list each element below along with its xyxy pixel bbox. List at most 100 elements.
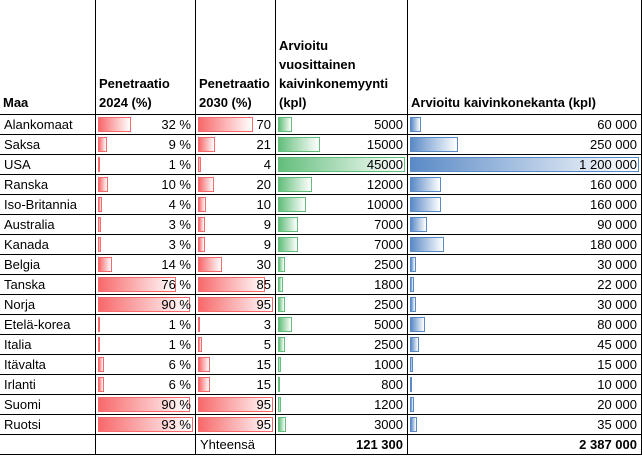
cell-value: 1 % <box>168 337 191 352</box>
data-bar <box>98 237 102 252</box>
cell-value: 45000 <box>366 157 403 172</box>
table-cell: 90 % <box>96 395 196 415</box>
column-header: Penetraatio 2030 (%) <box>196 0 276 115</box>
cell-value: 5000 <box>374 117 403 132</box>
data-bar <box>278 297 286 312</box>
data-bar <box>278 397 282 412</box>
cell-value: 30 000 <box>597 257 637 272</box>
data-bar <box>198 177 214 192</box>
table-cell: 250 000 <box>408 135 642 155</box>
table-cell: 35 000 <box>408 415 642 435</box>
data-bar <box>198 237 206 252</box>
cell-value: 30 000 <box>597 297 637 312</box>
table-cell: 22 000 <box>408 275 642 295</box>
cell-value: 90 % <box>161 397 191 412</box>
cell-value: 3 <box>263 317 271 332</box>
table-cell: 7000 <box>276 235 408 255</box>
data-bar <box>98 197 103 212</box>
table-cell: 21 <box>196 135 276 155</box>
country-name: Iso-Britannia <box>4 197 77 212</box>
data-bar <box>410 277 415 292</box>
data-bar <box>410 237 445 252</box>
table-cell: 76 % <box>96 275 196 295</box>
cell-value: 7000 <box>374 237 403 252</box>
data-bar <box>98 337 100 352</box>
data-bar <box>98 137 108 152</box>
country-name: Kanada <box>4 237 49 252</box>
data-bar <box>278 137 321 152</box>
cell-value: 14 % <box>161 257 191 272</box>
data-bar <box>410 157 639 172</box>
table-cell: 6 % <box>96 355 196 375</box>
country-name: USA <box>4 157 31 172</box>
table-cell: Iso-Britannia <box>0 195 96 215</box>
table-cell: 30 000 <box>408 255 642 275</box>
table-cell: 70 <box>196 115 276 135</box>
cell-value: 180 000 <box>590 237 637 252</box>
table-cell: Saksa <box>0 135 96 155</box>
cell-value: 10 % <box>161 177 191 192</box>
data-bar <box>410 137 458 152</box>
table-cell: 10 000 <box>408 375 642 395</box>
cell-value: 5000 <box>374 317 403 332</box>
table-cell: 5 <box>196 335 276 355</box>
total-cell: Yhteensä <box>196 435 276 455</box>
cell-value: 20 000 <box>597 397 637 412</box>
cell-value: 60 000 <box>597 117 637 132</box>
data-bar <box>198 417 273 432</box>
cell-value: 9 % <box>168 137 191 152</box>
cell-value: 6 % <box>168 357 191 372</box>
cell-value: 32 % <box>161 117 191 132</box>
cell-value: 90 % <box>161 297 191 312</box>
table-cell: 32 % <box>96 115 196 135</box>
table-cell: 10000 <box>276 195 408 215</box>
table-cell: 4 % <box>96 195 196 215</box>
table-cell: Ruotsi <box>0 415 96 435</box>
cell-value: 1800 <box>374 277 403 292</box>
cell-value: 95 <box>256 397 271 412</box>
table-cell: 1 % <box>96 335 196 355</box>
column-header: Maa <box>0 0 96 115</box>
data-bar <box>410 317 426 332</box>
table-cell: 3 <box>196 315 276 335</box>
total-cell <box>0 435 96 455</box>
cell-value: 21 <box>256 137 271 152</box>
table-cell: 14 % <box>96 255 196 275</box>
country-name: Suomi <box>4 397 41 412</box>
cell-value: 2500 <box>374 257 403 272</box>
cell-value: 2500 <box>374 297 403 312</box>
data-bar <box>278 117 293 132</box>
table-cell: Suomi <box>0 395 96 415</box>
data-bar <box>278 177 312 192</box>
cell-value: 76 % <box>161 277 191 292</box>
cell-value: 1000 <box>374 357 403 372</box>
table-cell: Tanska <box>0 275 96 295</box>
table-cell: 3 % <box>96 215 196 235</box>
country-name: Ruotsi <box>4 417 41 432</box>
data-bar <box>410 377 412 392</box>
data-bar <box>278 257 286 272</box>
data-bar <box>278 377 281 392</box>
cell-value: 80 000 <box>597 317 637 332</box>
data-bar <box>198 137 215 152</box>
country-name: Etelä-korea <box>4 317 71 332</box>
cell-value: 85 <box>256 277 271 292</box>
table-cell: 6 % <box>96 375 196 395</box>
table-cell: 30 000 <box>408 295 642 315</box>
table-cell: 20 000 <box>408 395 642 415</box>
cell-value: 95 <box>256 417 271 432</box>
table-cell: 90 % <box>96 295 196 315</box>
cell-value: 95 <box>256 297 271 312</box>
cell-value: 5 <box>263 337 271 352</box>
table-cell: 9 % <box>96 135 196 155</box>
table-cell: 1000 <box>276 355 408 375</box>
data-bar <box>410 397 414 412</box>
data-bar <box>278 417 287 432</box>
table-cell: 10 % <box>96 175 196 195</box>
data-bar <box>98 157 100 172</box>
table-cell: 80 000 <box>408 315 642 335</box>
table-cell: 9 <box>196 235 276 255</box>
cell-value: 15 <box>256 377 271 392</box>
table-cell: 5000 <box>276 315 408 335</box>
